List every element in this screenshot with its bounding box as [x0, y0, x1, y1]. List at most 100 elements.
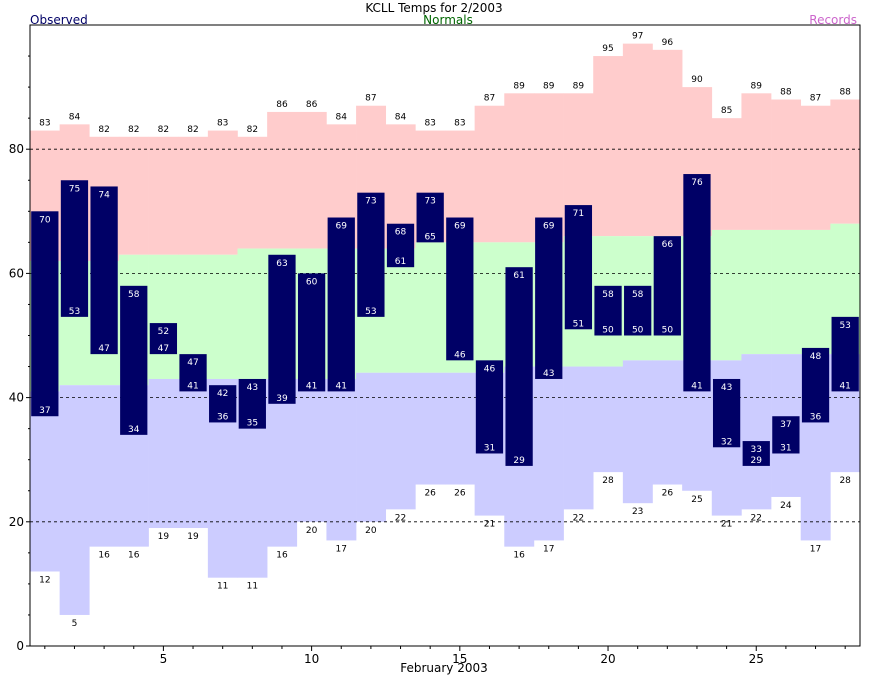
observed-high-label-day-24: 43 — [721, 383, 732, 393]
observed-bar-day-6 — [179, 354, 207, 392]
record-high-label-day-21: 97 — [632, 32, 643, 42]
observed-high-label-day-3: 74 — [98, 190, 110, 200]
normal-band-day-14 — [415, 242, 446, 373]
record-low-label-day-16: 21 — [484, 520, 495, 530]
observed-low-label-day-9: 39 — [276, 394, 288, 404]
observed-bar-day-23 — [683, 174, 711, 392]
record-low-band-day-11 — [326, 378, 357, 541]
record-low-band-day-15 — [445, 372, 475, 485]
observed-high-label-day-17: 61 — [513, 271, 524, 281]
record-high-band-day-4 — [118, 136, 149, 255]
record-high-label-day-7: 83 — [217, 119, 228, 129]
record-high-label-day-19: 89 — [573, 81, 585, 91]
observed-high-label-day-16: 46 — [484, 364, 496, 374]
record-high-label-day-27: 87 — [810, 94, 821, 104]
record-high-band-day-8 — [237, 136, 268, 249]
record-high-band-day-9 — [267, 111, 298, 249]
observed-bar-day-27 — [801, 347, 830, 423]
record-high-band-day-27 — [800, 105, 831, 230]
observed-low-label-day-10: 41 — [306, 381, 317, 391]
observed-low-label-day-16: 31 — [484, 443, 495, 453]
observed-low-label-day-18: 43 — [543, 369, 554, 379]
chart-title: KCLL Temps for 2/2003 — [365, 1, 502, 15]
record-high-band-day-10 — [296, 111, 327, 249]
observed-high-label-day-5: 52 — [158, 327, 169, 337]
gridlines — [30, 148, 860, 523]
record-low-band-day-1 — [30, 391, 60, 572]
observed-low-label-day-15: 46 — [454, 350, 466, 360]
observed-bar-day-10 — [297, 273, 326, 392]
record-high-band-day-25 — [741, 93, 772, 230]
record-low-label-day-10: 20 — [306, 526, 318, 536]
observed-bar-day-19 — [564, 205, 593, 330]
observed-bar-day-25 — [742, 441, 770, 466]
axes: 0 20 40 60 80 5 10 15 20 25 — [9, 24, 861, 666]
observed-low-label-day-4: 34 — [128, 425, 140, 435]
record-low-label-day-3: 16 — [98, 551, 110, 561]
observed-low-label-day-25: 29 — [751, 456, 763, 466]
record-high-label-day-8: 82 — [247, 125, 258, 135]
record-high-label-day-1: 83 — [39, 119, 50, 129]
observed-high-label-day-20: 58 — [602, 290, 614, 300]
observed-high-label-day-1: 70 — [39, 215, 51, 225]
observed-bar-day-5 — [149, 323, 178, 355]
observed-bar-day-3 — [90, 186, 118, 355]
observed-high-label-day-7: 42 — [217, 389, 228, 399]
observed-high-label-day-10: 60 — [306, 277, 318, 287]
x-tick-label-25: 25 — [749, 652, 764, 666]
observed-high-label-day-19: 71 — [573, 209, 584, 219]
x-tick-label-20: 20 — [600, 652, 615, 666]
record-low-band-day-3 — [89, 385, 120, 547]
record-low-label-day-1: 12 — [39, 575, 50, 585]
observed-high-label-day-25: 33 — [751, 445, 762, 455]
record-high-label-day-17: 89 — [513, 81, 525, 91]
observed-bar-day-21 — [624, 285, 652, 336]
observed-high-label-day-2: 75 — [69, 184, 80, 194]
record-high-label-day-20: 95 — [602, 44, 613, 54]
record-high-band-day-20 — [593, 56, 624, 237]
observed-low-label-day-1: 37 — [39, 406, 50, 416]
normal-band-day-26 — [771, 229, 802, 355]
record-low-band-day-25 — [741, 354, 772, 510]
record-low-band-day-9 — [267, 378, 298, 547]
record-high-label-day-13: 84 — [395, 112, 407, 122]
normal-band-day-5 — [148, 254, 179, 379]
record-low-label-day-13: 22 — [395, 513, 406, 523]
observed-high-label-day-28: 53 — [839, 321, 850, 331]
observed-bar-day-22 — [653, 236, 681, 336]
value-labels: 70 37 83 12 75 53 84 5 74 47 82 16 58 34 82 16 52 47 82 19 4… — [39, 32, 851, 629]
normal-band-day-27 — [800, 229, 831, 355]
observed-low-label-day-17: 29 — [513, 456, 525, 466]
record-low-label-day-12: 20 — [365, 526, 377, 536]
record-high-label-day-4: 82 — [128, 125, 139, 135]
record-high-band-day-7 — [207, 130, 238, 255]
observed-low-label-day-7: 36 — [217, 412, 229, 422]
observed-low-label-day-5: 47 — [158, 344, 169, 354]
record-high-band-day-22 — [652, 49, 683, 237]
observed-bar-day-20 — [594, 285, 622, 336]
observed-bar-day-26 — [772, 416, 800, 454]
normal-band-day-24 — [711, 229, 742, 361]
record-low-band-day-13 — [385, 372, 416, 510]
record-low-label-day-14: 26 — [424, 489, 436, 499]
record-low-label-day-21: 23 — [632, 507, 643, 517]
record-low-label-day-20: 28 — [602, 476, 614, 486]
observed-low-label-day-26: 31 — [780, 443, 791, 453]
record-high-label-day-6: 82 — [187, 125, 198, 135]
record-high-label-day-11: 84 — [336, 112, 348, 122]
record-low-label-day-25: 22 — [751, 513, 762, 523]
observed-bar-day-2 — [60, 180, 89, 317]
record-low-label-day-19: 22 — [573, 513, 584, 523]
observed-high-label-day-26: 37 — [780, 420, 791, 430]
record-low-label-day-7: 11 — [217, 582, 228, 592]
y-tick-label-60: 60 — [9, 266, 24, 280]
record-low-label-day-5: 19 — [158, 532, 170, 542]
record-high-label-day-12: 87 — [365, 94, 376, 104]
record-low-band-day-20 — [593, 366, 624, 473]
observed-bar-day-14 — [416, 192, 444, 243]
record-high-band-day-28 — [830, 99, 861, 224]
record-low-band-day-19 — [563, 366, 594, 510]
record-low-band-day-12 — [356, 372, 387, 522]
observed-bar-day-11 — [327, 217, 355, 392]
record-high-label-day-24: 85 — [721, 106, 732, 116]
